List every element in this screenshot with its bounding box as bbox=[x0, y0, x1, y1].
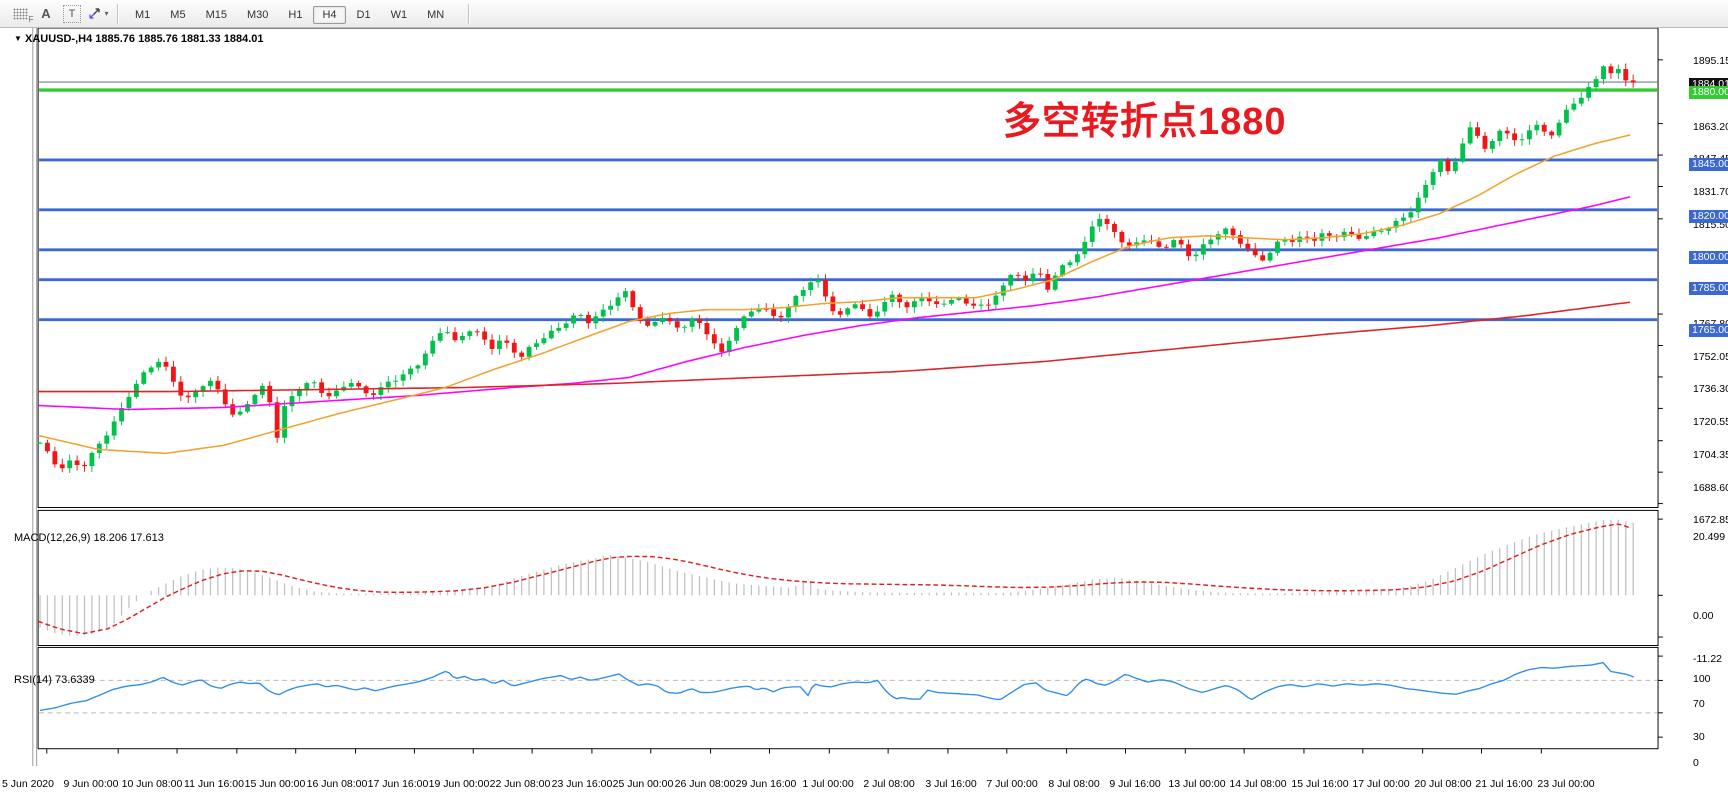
chart-area[interactable]: ▼ XAUUSD-,H4 1885.76 1885.76 1881.33 188… bbox=[0, 28, 1728, 796]
time-label: 25 Jun 00:00 bbox=[612, 778, 674, 790]
horizontal-lines-layer bbox=[39, 81, 1658, 322]
time-label: 23 Jul 00:00 bbox=[1537, 778, 1595, 790]
time-label: 14 Jul 08:00 bbox=[1229, 778, 1287, 790]
price-tick-label: 1720.55 bbox=[1693, 415, 1728, 428]
time-label: 7 Jul 00:00 bbox=[986, 778, 1038, 790]
macd-indicator-label: MACD(12,26,9) 18.206 17.613 bbox=[14, 532, 164, 544]
time-label: 29 Jun 16:00 bbox=[735, 778, 797, 790]
price-tick-label: 1863.20 bbox=[1693, 120, 1728, 133]
time-label: 21 Jul 16:00 bbox=[1475, 778, 1533, 790]
rsi-scale-label: 100 bbox=[1693, 672, 1711, 685]
price-tick-label: 1752.05 bbox=[1693, 350, 1728, 363]
rsi-scale-label: 70 bbox=[1693, 697, 1705, 710]
price-tick-label: 1895.15 bbox=[1693, 54, 1728, 67]
timeframe-button-m5[interactable]: M5 bbox=[170, 8, 186, 21]
price-badge-1800.00: 1800.00 bbox=[1689, 251, 1728, 265]
time-label: 3 Jul 16:00 bbox=[925, 778, 977, 790]
font-a-icon[interactable]: A bbox=[41, 6, 51, 21]
ma-line-orange bbox=[37, 134, 1631, 455]
time-label: 19 Jun 00:00 bbox=[428, 778, 490, 790]
time-label: 16 Jun 08:00 bbox=[306, 778, 368, 790]
time-label: 5 Jun 2020 bbox=[2, 778, 54, 790]
price-badge-1785.00: 1785.00 bbox=[1689, 282, 1728, 296]
time-label: 9 Jul 16:00 bbox=[1109, 778, 1161, 790]
time-label: 10 Jun 08:00 bbox=[121, 778, 183, 790]
macd-scale-label: -11.22 bbox=[1693, 652, 1722, 665]
diagonal-arrows-glyph bbox=[89, 8, 101, 19]
price-tick-label: 1831.70 bbox=[1693, 185, 1728, 198]
time-label: 15 Jun 00:00 bbox=[244, 778, 306, 790]
time-label: 22 Jun 08:00 bbox=[489, 778, 551, 790]
symbol-title: ▼ XAUUSD-,H4 1885.76 1885.76 1881.33 188… bbox=[14, 33, 264, 45]
macd-scale-label: 20.499 bbox=[1693, 530, 1726, 543]
annotation-text: 多空转折点1880 bbox=[1003, 101, 1287, 143]
chart-grid-icon[interactable]: F bbox=[8, 4, 34, 24]
time-label: 17 Jul 00:00 bbox=[1352, 778, 1410, 790]
crosshair-arrows-icon[interactable]: ▾ bbox=[86, 4, 110, 24]
rsi-scale-label: 0 bbox=[1693, 756, 1699, 769]
toolbar-separator bbox=[468, 3, 471, 24]
macd-histogram bbox=[39, 519, 1634, 636]
price-tick-label: 1736.30 bbox=[1693, 383, 1728, 396]
time-label: 9 Jun 00:00 bbox=[63, 778, 119, 790]
time-label: 11 Jun 16:00 bbox=[184, 778, 244, 790]
rsi-indicator-label: RSI(14) 73.6339 bbox=[14, 674, 95, 686]
chart-canvas[interactable] bbox=[0, 28, 1728, 796]
macd-panel-frame bbox=[37, 509, 1659, 646]
price-tick-label: 1704.35 bbox=[1693, 449, 1728, 462]
main-panel-frame bbox=[37, 28, 1659, 508]
ma-line-magenta bbox=[38, 196, 1631, 411]
price-badge-1880.00: 1880.00 bbox=[1689, 85, 1728, 99]
axis-tick-marks bbox=[46, 59, 1663, 754]
timeframe-button-d1[interactable]: D1 bbox=[356, 8, 371, 21]
time-label: 26 Jun 08:00 bbox=[674, 778, 736, 790]
macd-signal-line bbox=[37, 523, 1631, 635]
timeframe-button-h1[interactable]: H1 bbox=[288, 8, 303, 21]
rsi-scale-label: 30 bbox=[1693, 731, 1705, 744]
macd-scale-label: 0.00 bbox=[1693, 609, 1714, 622]
dropdown-caret-icon: ▾ bbox=[104, 9, 109, 18]
time-label: 2 Jul 08:00 bbox=[863, 778, 915, 790]
timeframe-button-mn[interactable]: MN bbox=[427, 8, 445, 21]
timeframe-button-group: M1 M5 M15 M30 H1 H4 D1 W1 MN bbox=[125, 5, 454, 24]
price-tick-label: 1688.60 bbox=[1693, 481, 1728, 494]
time-label: 15 Jul 16:00 bbox=[1291, 778, 1349, 790]
time-label: 1 Jul 00:00 bbox=[802, 778, 854, 790]
timeframe-button-m1[interactable]: M1 bbox=[135, 8, 151, 21]
time-label: 8 Jul 08:00 bbox=[1048, 778, 1100, 790]
grid-glyph: F bbox=[12, 7, 34, 24]
time-label: 13 Jul 00:00 bbox=[1168, 778, 1226, 790]
timeframe-button-h4[interactable]: H4 bbox=[313, 5, 346, 24]
price-tick-label: 1672.85 bbox=[1693, 514, 1728, 527]
candles-layer bbox=[37, 63, 1636, 473]
price-badge-1845.00: 1845.00 bbox=[1689, 158, 1728, 172]
time-label: 20 Jul 08:00 bbox=[1414, 778, 1472, 790]
toolbar-separator bbox=[117, 3, 119, 24]
rsi-line bbox=[39, 661, 1635, 712]
text-label-icon[interactable]: T bbox=[60, 4, 84, 24]
collapse-triangle-icon: ▼ bbox=[14, 34, 22, 43]
price-badge-1765.00: 1765.00 bbox=[1689, 323, 1728, 337]
timeframe-button-m15[interactable]: M15 bbox=[205, 8, 227, 21]
time-label: 17 Jun 16:00 bbox=[367, 778, 429, 790]
timeframe-button-m30[interactable]: M30 bbox=[246, 8, 269, 21]
timeframe-button-w1[interactable]: W1 bbox=[390, 8, 408, 21]
time-label: 23 Jun 16:00 bbox=[551, 778, 613, 790]
ma-line-red bbox=[38, 301, 1631, 393]
rsi-panel-frame bbox=[37, 646, 1659, 750]
price-badge-1820.00: 1820.00 bbox=[1689, 209, 1728, 223]
toolbar: F A T ▾ M1 M5 M15 M30 H1 H4 D1 W1 MN bbox=[0, 0, 1728, 28]
